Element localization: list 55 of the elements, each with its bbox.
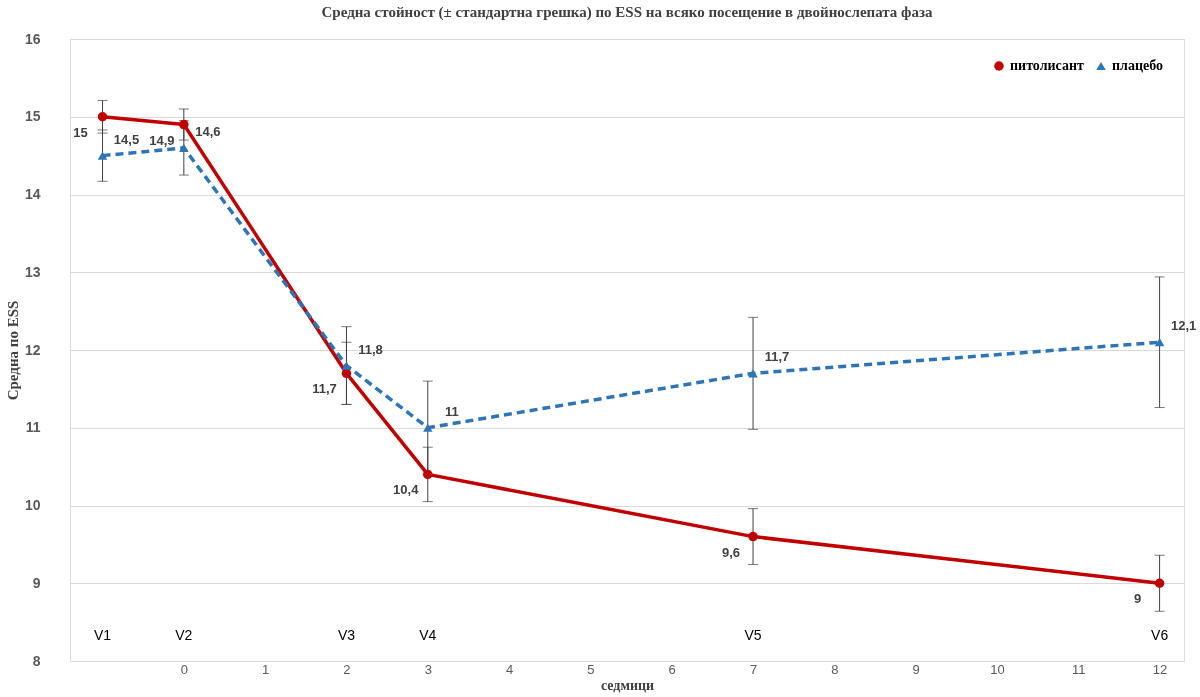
y-tick-label: 13 [24, 263, 41, 280]
annotation: V6 [1151, 627, 1169, 644]
data-label: 14,6 [195, 123, 221, 139]
y-tick-label: 10 [24, 497, 41, 513]
x-tick-label: 5 [587, 661, 595, 677]
data-label: 11 [444, 403, 459, 419]
x-tick-label: 9 [912, 661, 920, 677]
x-tick-label: 2 [343, 661, 351, 677]
data-label: 11,7 [312, 381, 337, 397]
x-tick-label: 0 [180, 661, 188, 677]
data-label: 9 [1133, 591, 1142, 607]
y-tick-label: 14 [24, 186, 41, 202]
x-axis-title: седмици [600, 677, 655, 693]
data-label: 12,1 [1170, 318, 1197, 334]
x-tick-label: 1 [262, 661, 270, 677]
y-tick-label: 12 [24, 341, 41, 358]
legend-label: плацебо [1112, 58, 1164, 73]
point [179, 143, 189, 152]
y-tick-label: 9 [32, 574, 41, 591]
y-tick-label: 15 [24, 108, 41, 125]
point [341, 361, 352, 370]
x-tick-label: 12 [1152, 661, 1168, 677]
chart-title: Средна стойност (± стандартна грешка) по ESS на всяко посещение в двойнослепата фаза [321, 4, 933, 21]
point [423, 469, 433, 480]
x-tick-label: 10 [990, 661, 1005, 677]
point [179, 119, 189, 130]
x-tick-label: 7 [749, 661, 758, 677]
data-label: 10,4 [393, 482, 420, 498]
annotation: V3 [337, 627, 356, 644]
legend-label: питолисант [1010, 58, 1085, 73]
point [1154, 338, 1165, 347]
annotation: V1 [93, 627, 112, 644]
y-tick-label: 16 [24, 30, 41, 47]
x-tick-label: 6 [668, 661, 676, 677]
data-label: 14,9 [149, 132, 175, 148]
data-label: 14,5 [113, 131, 140, 147]
point [341, 368, 352, 379]
x-tick-label: 4 [505, 661, 514, 677]
x-tick-label: 3 [424, 661, 432, 677]
annotation: V2 [175, 627, 193, 644]
data-label: 11,7 [764, 349, 790, 365]
data-label: 15 [73, 124, 88, 140]
x-tick-label: 11 [1072, 661, 1086, 677]
annotation: V4 [419, 627, 437, 644]
point [748, 531, 758, 542]
point [97, 151, 108, 160]
data-label: 9,6 [722, 544, 741, 560]
y-tick-label: 11 [25, 419, 41, 436]
x-tick-label: 8 [831, 661, 839, 677]
point [423, 423, 433, 432]
annotation: V5 [744, 627, 762, 644]
point [1154, 578, 1165, 588]
y-axis-title: Средна по ESS [4, 300, 21, 401]
data-label: 11,8 [358, 341, 383, 357]
point [97, 112, 108, 122]
